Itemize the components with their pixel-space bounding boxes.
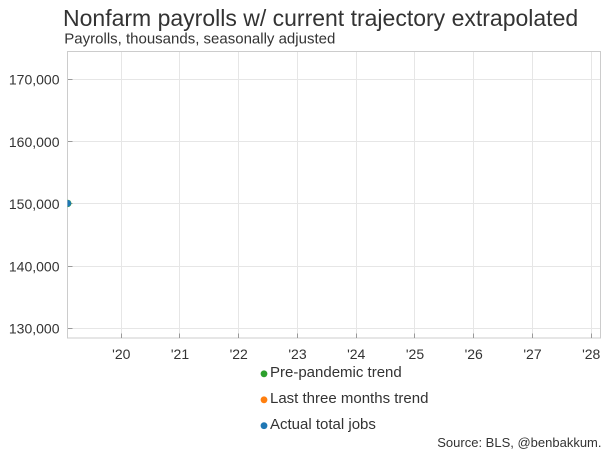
svg-text:Nonfarm payrolls w/ current tr: Nonfarm payrolls w/ current trajectory e…: [63, 5, 578, 31]
svg-text:130,000: 130,000: [9, 321, 60, 337]
svg-text:'28: '28: [582, 346, 600, 362]
svg-text:'27: '27: [523, 346, 541, 362]
svg-text:'20: '20: [112, 346, 130, 362]
svg-text:140,000: 140,000: [9, 258, 60, 274]
svg-text:'25: '25: [406, 346, 424, 362]
svg-text:Last three months trend: Last three months trend: [270, 390, 428, 407]
svg-text:'21: '21: [171, 346, 189, 362]
svg-text:150,000: 150,000: [9, 196, 60, 212]
svg-text:'24: '24: [347, 346, 365, 362]
svg-text:160,000: 160,000: [9, 134, 60, 150]
svg-text:'23: '23: [288, 346, 306, 362]
svg-text:Payrolls, thousands, seasonall: Payrolls, thousands, seasonally adjusted: [64, 31, 335, 48]
svg-text:'26: '26: [465, 346, 483, 362]
svg-text:170,000: 170,000: [9, 72, 60, 88]
svg-text:Pre-pandemic trend: Pre-pandemic trend: [270, 364, 402, 381]
svg-text:Actual total jobs: Actual total jobs: [270, 416, 376, 433]
svg-text:'22: '22: [230, 346, 248, 362]
svg-text:Source: BLS, @benbakkum.: Source: BLS, @benbakkum.: [437, 435, 601, 450]
